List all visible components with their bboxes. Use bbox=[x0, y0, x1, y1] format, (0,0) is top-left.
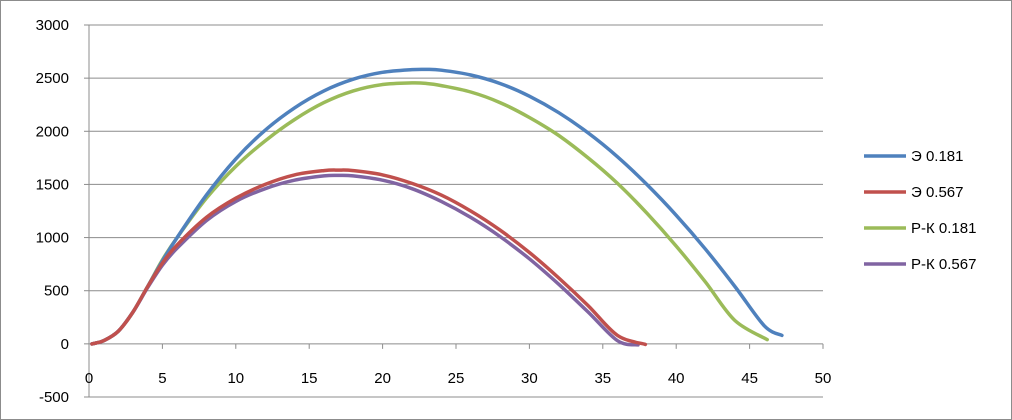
series-lines bbox=[90, 67, 784, 347]
x-tick-label: 0 bbox=[85, 370, 93, 387]
legend-label-2: Р-К 0.181 bbox=[911, 220, 976, 237]
y-tick-label: -500 bbox=[39, 389, 69, 406]
legend-label-0: Э 0.181 bbox=[911, 148, 964, 165]
y-tick-label: 500 bbox=[44, 283, 69, 300]
x-tick-label: 20 bbox=[374, 370, 391, 387]
legend-label-3: Р-К 0.567 bbox=[911, 256, 976, 273]
x-tick-label: 5 bbox=[158, 370, 166, 387]
x-tick-label: 30 bbox=[521, 370, 538, 387]
series-line-0 bbox=[90, 67, 784, 346]
y-tick-label: 2000 bbox=[36, 123, 69, 140]
y-tick-label: 2500 bbox=[36, 70, 69, 87]
x-tick-label: 40 bbox=[668, 370, 685, 387]
x-tick-label: 15 bbox=[301, 370, 318, 387]
y-tick-label: 0 bbox=[61, 336, 69, 353]
x-tick-label: 35 bbox=[594, 370, 611, 387]
y-tick-label: 3000 bbox=[36, 17, 69, 34]
y-tick-label: 1000 bbox=[36, 230, 69, 247]
x-tick-label: 45 bbox=[741, 370, 758, 387]
x-tick-label: 50 bbox=[815, 370, 832, 387]
y-tick-label: 1500 bbox=[36, 176, 69, 193]
legend-label-1: Э 0.567 bbox=[911, 184, 964, 201]
x-tick-label: 10 bbox=[227, 370, 244, 387]
grid-lines bbox=[89, 24, 823, 398]
legend: Э 0.181 Э 0.567 Р-К 0.181 Р-К 0.567 bbox=[864, 148, 976, 273]
series-line-1 bbox=[90, 168, 648, 347]
axes: -500 0 500 1000 1500 2000 2500 3000 0 5 10 15 20 25 30… bbox=[36, 17, 832, 406]
series-line-3 bbox=[90, 173, 640, 347]
x-tick-label: 25 bbox=[448, 370, 465, 387]
